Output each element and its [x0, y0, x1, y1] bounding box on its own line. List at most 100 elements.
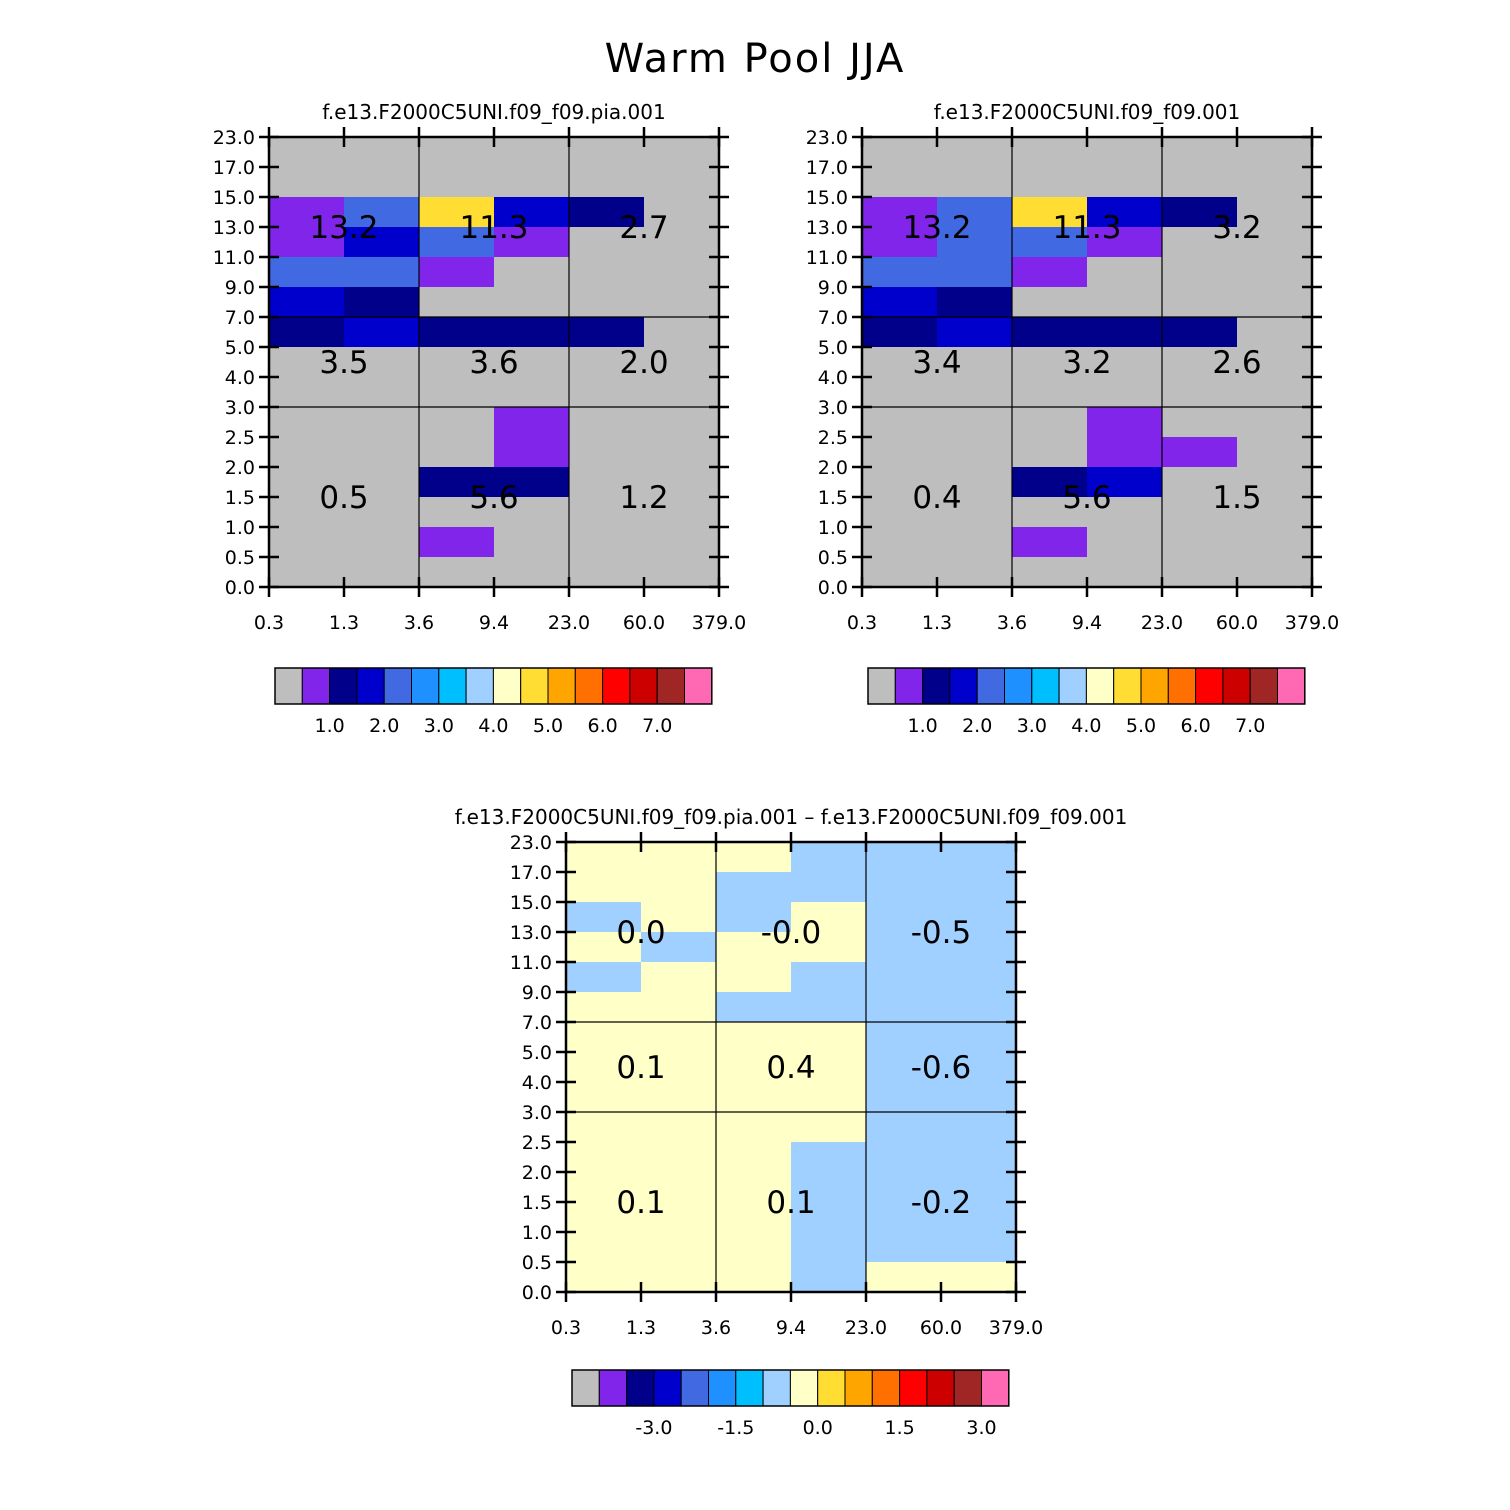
colorbar-swatch [356, 667, 385, 705]
y-tick-label: 1.0 [225, 517, 255, 539]
heatmap-cell [862, 317, 938, 348]
heatmap-cell [569, 407, 645, 438]
heatmap-cell [1087, 497, 1163, 528]
heatmap-cell [862, 347, 938, 378]
heatmap-cell [1087, 137, 1163, 168]
heatmap-cell [566, 992, 642, 1023]
heatmap-cell [566, 1142, 642, 1173]
heatmap-cell [641, 1142, 717, 1173]
heatmap-cell [269, 197, 345, 228]
y-tick-label: 3.0 [225, 397, 255, 419]
y-tick-label: 2.5 [522, 1132, 552, 1154]
heatmap-cell [344, 227, 420, 258]
heatmap-cell [1162, 437, 1238, 468]
x-tick-label: 9.4 [776, 1317, 806, 1339]
heatmap-cell [644, 257, 720, 288]
heatmap-cell [866, 842, 942, 873]
heatmap-cell [866, 1082, 942, 1113]
heatmap-cell [1237, 317, 1313, 348]
block-value-label: -0.0 [761, 915, 822, 951]
heatmap-cell [866, 1202, 942, 1233]
block-value-label: 11.3 [459, 210, 528, 246]
x-tick-label: 379.0 [692, 612, 746, 634]
heatmap-cell [419, 557, 495, 588]
heatmap-cell [1087, 347, 1163, 378]
heatmap-cell [641, 992, 717, 1023]
heatmap-cell [1012, 467, 1088, 498]
block-value-label: 13.2 [309, 210, 378, 246]
colorbar-swatch [329, 667, 358, 705]
heatmap-cell [644, 437, 720, 468]
heatmap-cell [1087, 227, 1163, 258]
colorbar-swatch [547, 667, 576, 705]
colorbar-swatch [438, 667, 467, 705]
block-value-label: 1.5 [1212, 480, 1261, 516]
block-value-label: 3.5 [319, 345, 368, 381]
heatmap-cell [494, 227, 570, 258]
heatmap-cell [641, 1232, 717, 1263]
heatmap-cell [1237, 137, 1313, 168]
heatmap-cell [716, 1022, 792, 1053]
heatmap-cell [569, 317, 645, 348]
heatmap-cell [344, 497, 420, 528]
heatmap-cell [1087, 437, 1163, 468]
heatmap-cell [1162, 557, 1238, 588]
heatmap-cell [569, 437, 645, 468]
heatmap-cell [791, 992, 867, 1023]
heatmap-cell [1237, 197, 1313, 228]
colorbar-label: -3.0 [635, 1417, 672, 1439]
heatmap-cell [566, 842, 642, 873]
block-value-label: 5.6 [469, 480, 518, 516]
block-value-label: 5.6 [1062, 480, 1111, 516]
heatmap-cell [716, 902, 792, 933]
block-value-label: 13.2 [902, 210, 971, 246]
heatmap-cell [866, 1172, 942, 1203]
heatmap-cell [641, 1022, 717, 1053]
colorbar-label: 6.0 [1180, 715, 1210, 737]
heatmap-cell [937, 227, 1013, 258]
x-tick-label: 1.3 [922, 612, 952, 634]
heatmap-cell [566, 1232, 642, 1263]
y-tick-label: 4.0 [225, 367, 255, 389]
heatmap-cell [1012, 287, 1088, 318]
heatmap-cell [937, 527, 1013, 558]
colorbar-label: 5.0 [1126, 715, 1156, 737]
y-tick-label: 7.0 [818, 307, 848, 329]
heatmap-cell [1162, 257, 1238, 288]
block-value-label: 0.1 [616, 1185, 665, 1221]
y-tick-label: 17.0 [213, 157, 255, 179]
heatmap-cell [941, 872, 1017, 903]
heatmap-cell [269, 257, 345, 288]
block-value-label: 3.6 [469, 345, 518, 381]
heatmap-cell [716, 1112, 792, 1143]
colorbar-label: 7.0 [1235, 715, 1265, 737]
heatmap-cell [1012, 227, 1088, 258]
block-value-label: -0.6 [911, 1050, 972, 1086]
heatmap-cell [644, 137, 720, 168]
heatmap-cell [566, 962, 642, 993]
block-value-label: 11.3 [1052, 210, 1121, 246]
y-tick-label: 11.0 [213, 247, 255, 269]
heatmap-cell [716, 1142, 792, 1173]
heatmap-cell [937, 317, 1013, 348]
heatmap-cell [344, 347, 420, 378]
heatmap-cell [419, 407, 495, 438]
y-tick-label: 23.0 [510, 832, 552, 854]
heatmap-cell [494, 137, 570, 168]
heatmap-cell [1237, 407, 1313, 438]
x-tick-label: 379.0 [989, 1317, 1043, 1339]
block-value-label: 2.7 [619, 210, 668, 246]
heatmap-cell [344, 257, 420, 288]
heatmap-cell [1237, 377, 1313, 408]
heatmap-cell [1087, 407, 1163, 438]
colorbar-swatch [926, 1369, 955, 1407]
heatmap-cell [644, 227, 720, 258]
heatmap-cell [269, 527, 345, 558]
heatmap-cell [419, 137, 495, 168]
heatmap-cell [419, 347, 495, 378]
heatmap-cell [1012, 497, 1088, 528]
heatmap-cell [937, 557, 1013, 588]
colorbar-swatch [383, 667, 413, 705]
heatmap-cell [716, 1262, 792, 1293]
heatmap-cell [1087, 377, 1163, 408]
